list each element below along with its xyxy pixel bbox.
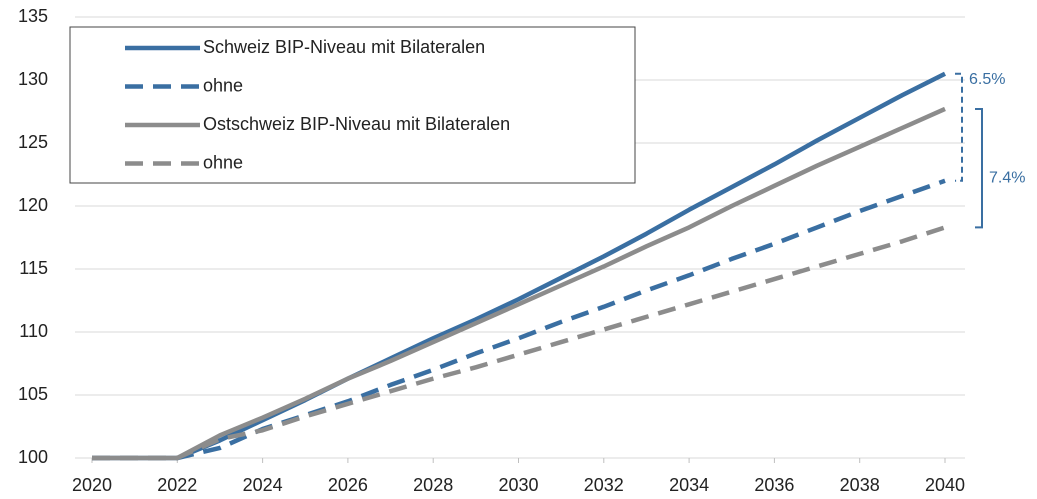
annotation: 7.4% — [989, 169, 1025, 186]
legend-label: Schweiz BIP-Niveau mit Bilateralen — [203, 37, 485, 57]
bracket — [955, 72, 963, 182]
bracket-line — [955, 72, 963, 182]
legend-label: Ostschweiz BIP-Niveau mit Bilateralen — [203, 114, 510, 134]
x-tick-label: 2038 — [840, 475, 880, 495]
bracket — [975, 107, 983, 229]
y-tick-label: 135 — [18, 6, 48, 26]
x-tick-label: 2020 — [72, 475, 112, 495]
x-tick-label: 2024 — [243, 475, 283, 495]
annotation: 6.5% — [969, 71, 1005, 88]
y-tick-label: 120 — [18, 195, 48, 215]
y-tick-label: 130 — [18, 69, 48, 89]
series-line — [92, 225, 946, 461]
x-tick-label: 2040 — [925, 475, 965, 495]
y-tick-label: 125 — [18, 132, 48, 152]
x-tick-label: 2036 — [754, 475, 794, 495]
x-tick-label: 2030 — [498, 475, 538, 495]
x-tick-label: 2026 — [328, 475, 368, 495]
x-tick-label: 2034 — [669, 475, 709, 495]
legend: Schweiz BIP-Niveau mit Bilateralen ohne Os… — [69, 26, 636, 184]
legend-box — [69, 26, 636, 184]
x-tick-label: 2032 — [584, 475, 624, 495]
y-tick-label: 115 — [19, 258, 48, 278]
x-tick-label: 2028 — [413, 475, 453, 495]
series-line — [92, 106, 946, 461]
legend-label: ohne — [203, 152, 243, 172]
legend-label: ohne — [203, 75, 243, 95]
series-line — [92, 178, 946, 461]
y-tick-label: 100 — [18, 447, 48, 467]
series-line — [92, 71, 947, 461]
bracket-line — [975, 107, 983, 229]
x-tick-label: 2022 — [157, 475, 197, 495]
y-tick-label: 105 — [18, 384, 48, 404]
y-tick-label: 110 — [19, 321, 48, 341]
